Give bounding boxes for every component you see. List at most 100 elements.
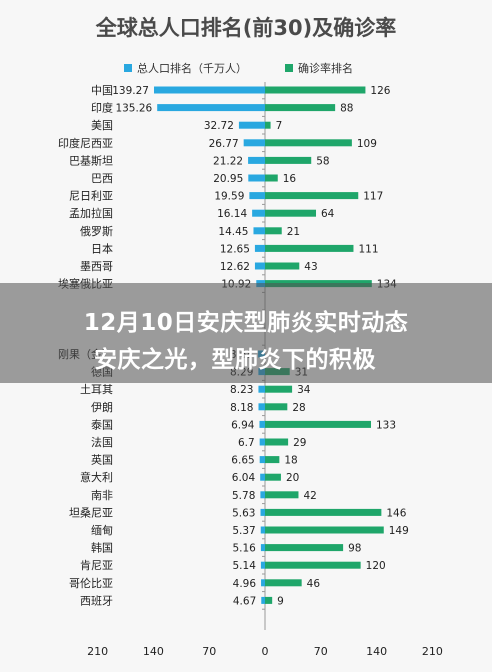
x-tick-label: 140 (366, 645, 387, 658)
rate-bar (265, 139, 352, 147)
population-bar (248, 174, 265, 182)
population-value-label: 12.65 (220, 243, 250, 255)
category-label: 日本 (91, 241, 113, 255)
population-value-label: 5.78 (232, 490, 255, 502)
rate-bar (265, 491, 299, 499)
rate-bar (265, 209, 317, 217)
rate-value-label: 20 (286, 472, 299, 484)
rate-value-label: 98 (348, 543, 361, 555)
category-label: 尼日利亚 (69, 190, 113, 203)
rate-value-label: 46 (307, 578, 321, 590)
rate-bar (265, 456, 280, 464)
rate-value-label: 88 (340, 103, 353, 115)
population-value-label: 6.65 (231, 455, 254, 467)
population-bar (260, 526, 265, 534)
population-bar (260, 473, 265, 481)
category-label: 巴基斯坦 (69, 153, 113, 167)
rate-value-label: 18 (284, 455, 297, 467)
population-value-label: 8.23 (230, 384, 253, 396)
rate-value-label: 42 (303, 490, 316, 502)
population-bar (260, 544, 265, 552)
legend-item-rate: 确诊率排名 (285, 60, 353, 76)
category-label: 缅甸 (91, 523, 113, 537)
population-bar (252, 209, 265, 217)
rate-bar (265, 262, 300, 270)
category-label: 意大利 (80, 470, 113, 484)
rate-value-label: 117 (363, 191, 383, 203)
x-tick-label: 210 (422, 645, 443, 658)
legend-label-population: 总人口排名（千万人） (137, 62, 247, 75)
population-bar (258, 403, 265, 411)
chart-title: 全球总人口排名(前30)及确诊率 (95, 16, 397, 40)
population-bar (258, 385, 265, 393)
rate-bar (265, 86, 366, 94)
rate-value-label: 29 (293, 437, 306, 449)
rate-value-label: 149 (389, 525, 409, 537)
rate-bar (265, 104, 336, 112)
legend-swatch-rate (285, 64, 293, 72)
rate-bar (265, 561, 361, 569)
category-label: 伊朗 (91, 401, 113, 414)
rate-value-label: 126 (370, 85, 390, 97)
rate-bar (265, 403, 288, 411)
population-value-label: 135.26 (115, 103, 152, 115)
population-bar (261, 579, 265, 587)
population-bar (249, 192, 265, 200)
rate-bar (265, 526, 384, 534)
population-value-label: 5.37 (232, 525, 255, 537)
population-value-label: 14.45 (218, 226, 248, 238)
population-bar (259, 456, 265, 464)
rate-value-label: 133 (376, 419, 396, 431)
category-label: 印度 (91, 101, 113, 115)
population-bar (260, 561, 265, 569)
rate-bar (265, 420, 372, 428)
rate-value-label: 146 (386, 507, 406, 519)
category-label: 英国 (91, 453, 113, 467)
legend-label-rate: 确诊率排名 (298, 62, 353, 75)
rate-value-label: 34 (297, 384, 311, 396)
population-bar (243, 139, 265, 147)
population-bar (259, 438, 265, 446)
population-value-label: 12.62 (220, 261, 250, 273)
rate-value-label: 9 (277, 595, 284, 607)
rate-value-label: 16 (283, 173, 297, 185)
category-label: 西班牙 (80, 594, 113, 607)
population-value-label: 4.67 (233, 595, 256, 607)
rate-bar (265, 596, 273, 604)
x-tick-label: 70 (314, 645, 328, 658)
population-value-label: 6.7 (238, 437, 255, 449)
category-label: 泰国 (91, 417, 113, 431)
rate-value-label: 28 (292, 402, 305, 414)
population-value-label: 19.59 (214, 191, 244, 203)
population-bar (260, 491, 265, 499)
population-bar (157, 104, 265, 112)
legend-item-population: 总人口排名（千万人） (124, 60, 247, 76)
headline-line-1: 12月10日安庆型肺炎实时动态 (83, 310, 409, 336)
population-value-label: 32.72 (204, 120, 234, 132)
population-value-label: 5.16 (232, 543, 256, 555)
x-tick-label: 210 (87, 645, 108, 658)
category-label: 孟加拉国 (69, 206, 113, 220)
rate-value-label: 43 (304, 261, 317, 273)
headline-line-2: 安庆之光，型肺炎下的积极 (94, 347, 376, 373)
rate-value-label: 120 (366, 560, 386, 572)
category-label: 坦桑尼亚 (69, 505, 113, 519)
population-value-label: 4.96 (233, 578, 257, 590)
population-value-label: 26.77 (209, 138, 239, 150)
rate-bar (265, 192, 359, 200)
category-label: 印度尼西亚 (58, 136, 113, 150)
x-tick-label: 0 (262, 645, 269, 658)
category-label: 巴西 (91, 172, 113, 185)
rate-bar (265, 508, 382, 516)
category-label: 墨西哥 (80, 260, 113, 273)
rate-value-label: 58 (316, 155, 329, 167)
population-value-label: 139.27 (112, 85, 149, 97)
rate-bar (265, 156, 312, 164)
x-tick-label: 70 (202, 645, 216, 658)
headline-overlay: 12月10日安庆型肺炎实时动态 安庆之光，型肺炎下的积极 (0, 283, 492, 383)
population-bar (248, 156, 265, 164)
population-value-label: 16.14 (217, 208, 247, 220)
rate-value-label: 7 (276, 120, 283, 132)
